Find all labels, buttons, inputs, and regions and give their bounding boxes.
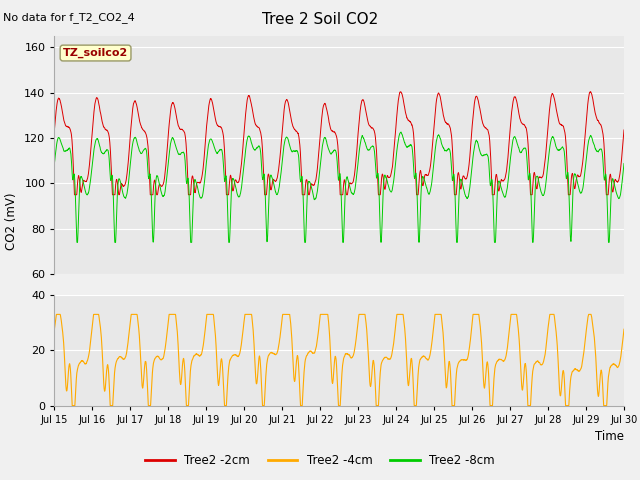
Text: Tree 2 Soil CO2: Tree 2 Soil CO2 bbox=[262, 12, 378, 27]
Legend: Tree2 -2cm, Tree2 -4cm, Tree2 -8cm: Tree2 -2cm, Tree2 -4cm, Tree2 -8cm bbox=[141, 449, 499, 472]
Text: Time: Time bbox=[595, 430, 624, 443]
Text: No data for f_T2_CO2_4: No data for f_T2_CO2_4 bbox=[3, 12, 135, 23]
Text: TZ_soilco2: TZ_soilco2 bbox=[63, 48, 128, 58]
Text: CO2 (mV): CO2 (mV) bbox=[5, 192, 18, 250]
